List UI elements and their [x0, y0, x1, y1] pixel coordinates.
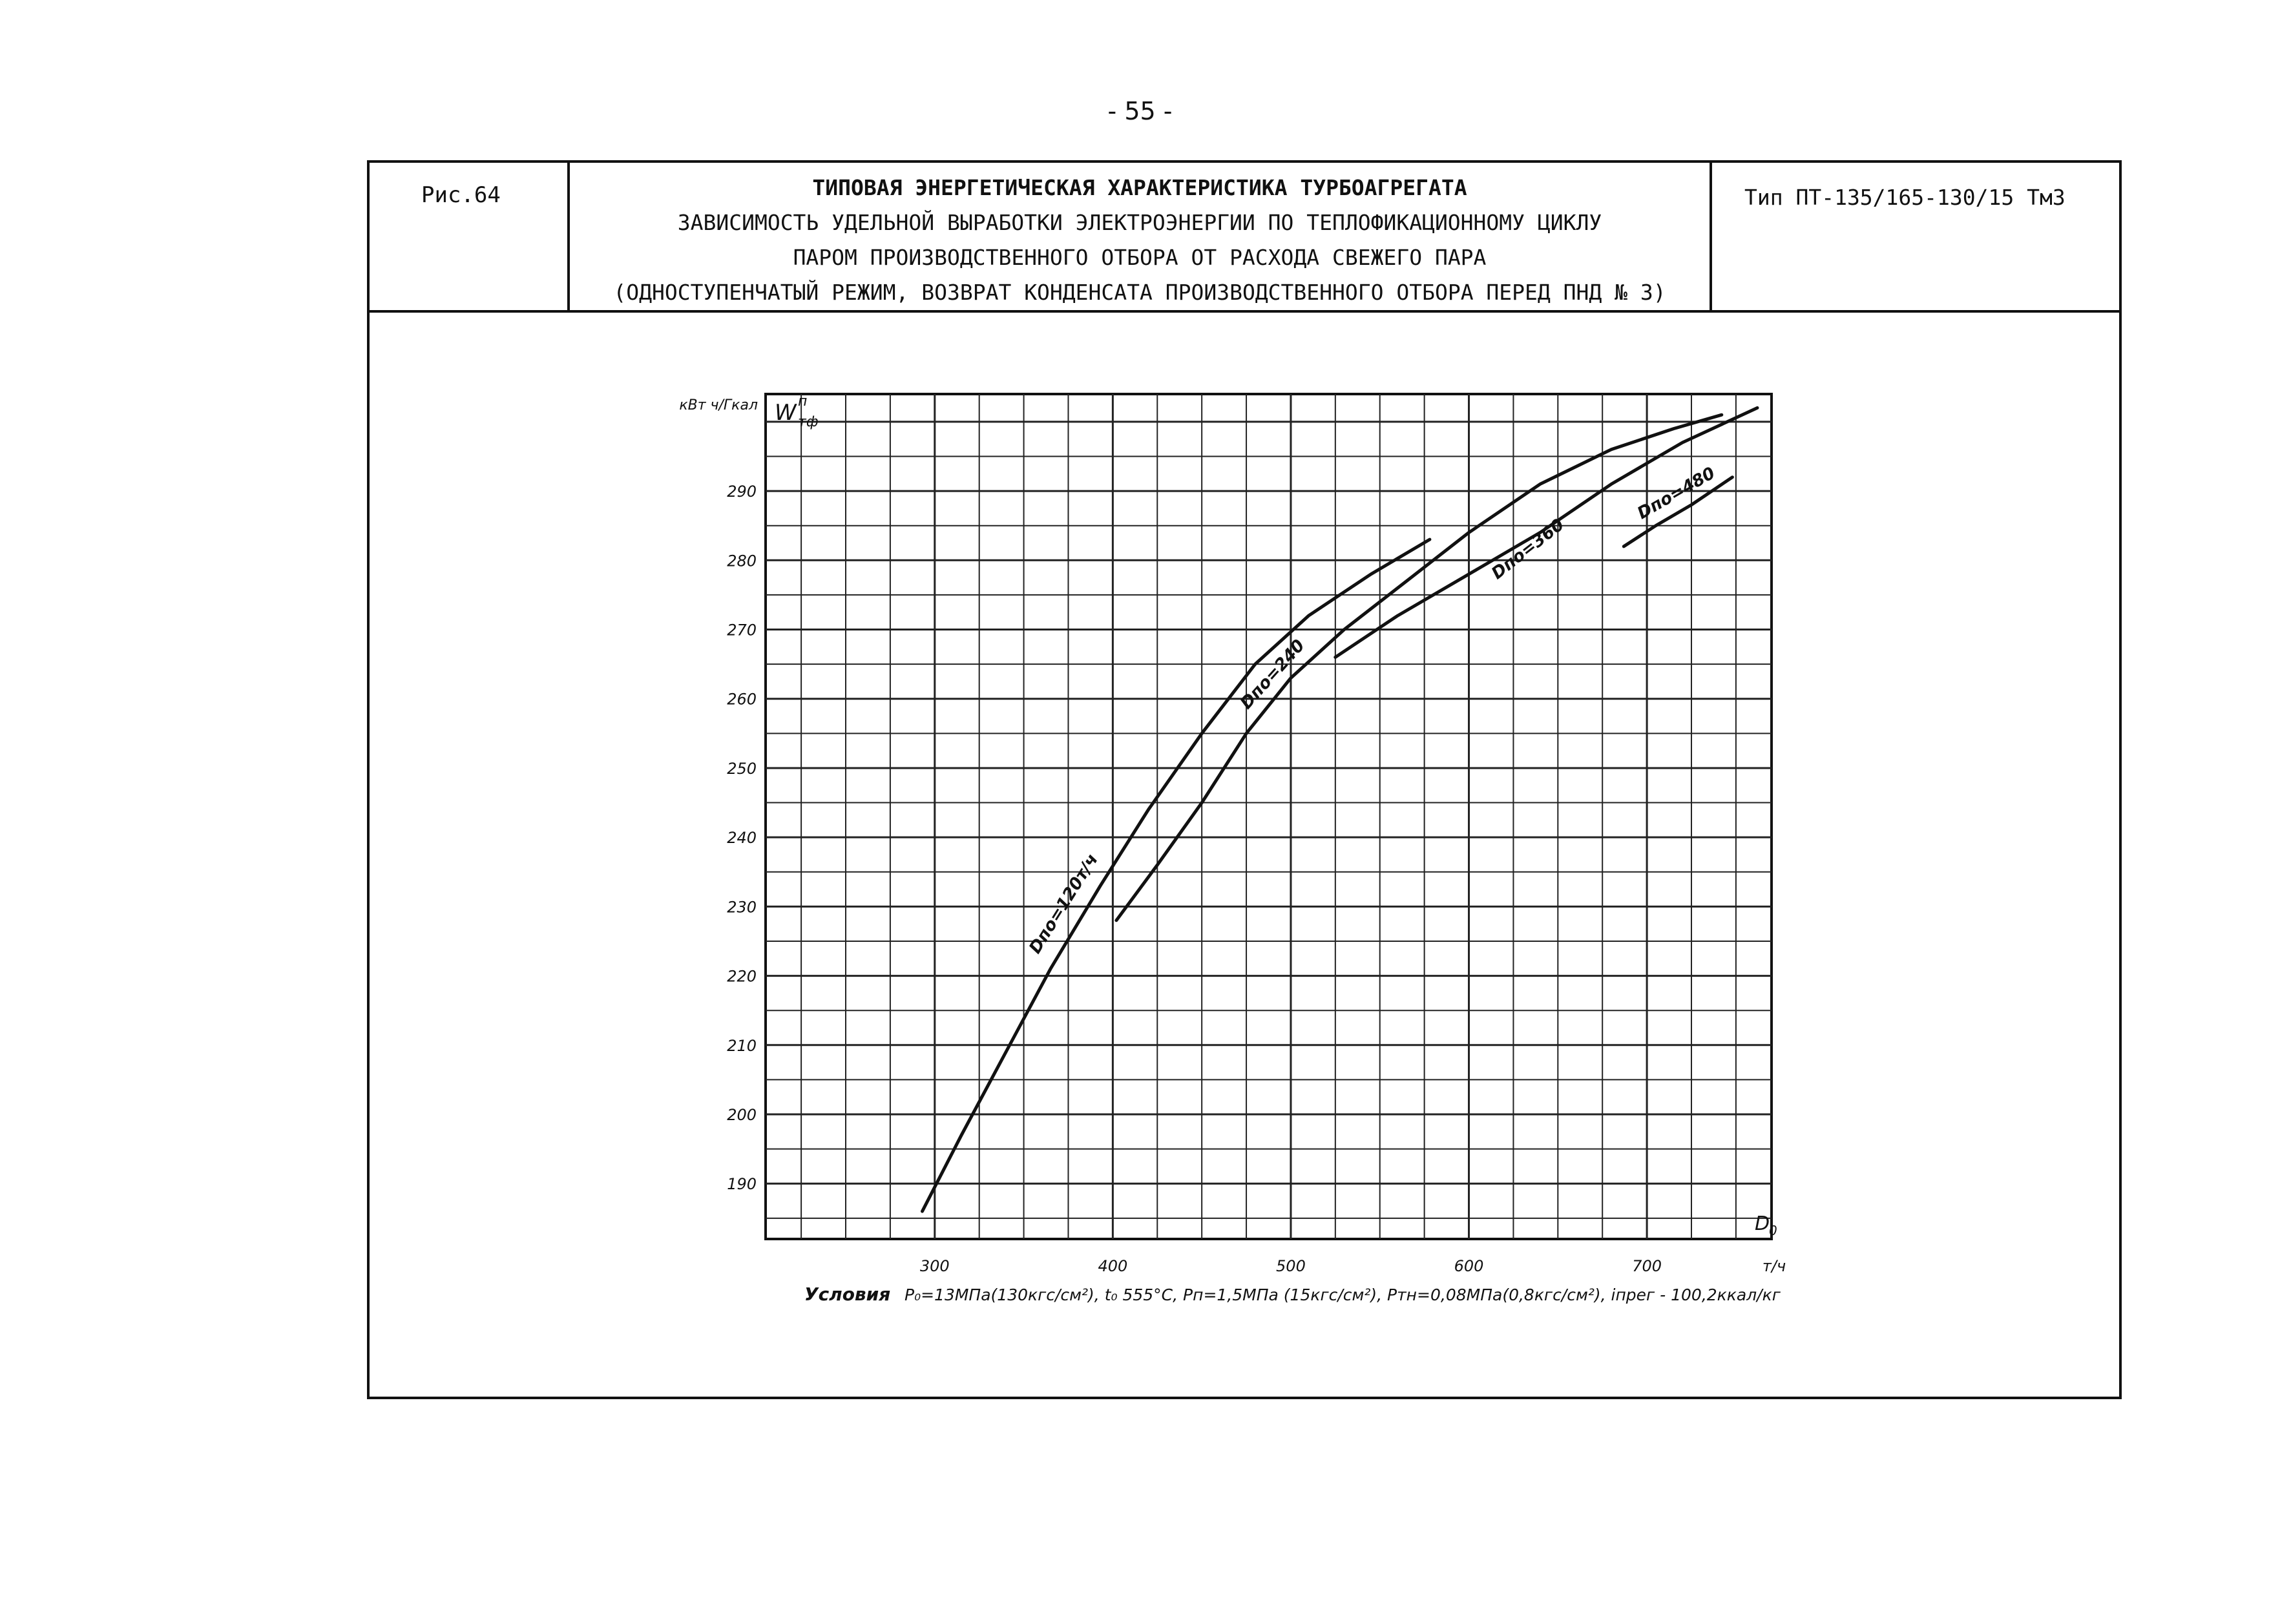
figure-label-cell: Рис.64: [370, 163, 570, 310]
x-tick-label: 600: [1454, 1257, 1484, 1275]
turbine-type-label: Тип ПТ-135/165-130/15 ТмЗ: [1744, 185, 2066, 210]
series-line-2: [1114, 413, 1724, 922]
series-line-4: [1622, 475, 1734, 548]
y-axis-symbol: W: [775, 400, 797, 426]
y-axis-subscript: тф: [798, 414, 819, 430]
y-tick-label: 250: [727, 760, 757, 778]
y-tick-label: 240: [727, 829, 757, 847]
y-axis-superscript: п: [798, 393, 807, 410]
y-tick-label: 270: [727, 621, 757, 640]
y-tick-label: 220: [727, 968, 757, 986]
title-line-1: ТИПОВАЯ ЭНЕРГЕТИЧЕСКАЯ ХАРАКТЕРИСТИКА ТУ…: [812, 175, 1467, 200]
x-axis-unit: т/ч: [1762, 1257, 1786, 1275]
y-tick-label: 260: [727, 691, 757, 709]
title-block: Рис.64 ТИПОВАЯ ЭНЕРГЕТИЧЕСКАЯ ХАРАКТЕРИС…: [370, 163, 2119, 313]
x-axis-subscript: 0: [1769, 1223, 1777, 1238]
title-line-2: ЗАВИСИМОСТЬ УДЕЛЬНОЙ ВЫРАБОТКИ ЭЛЕКТРОЭН…: [677, 210, 1602, 235]
title-cell: ТИПОВАЯ ЭНЕРГЕТИЧЕСКАЯ ХАРАКТЕРИСТИКА ТУ…: [570, 163, 1712, 310]
x-tick-label: 700: [1632, 1257, 1662, 1275]
conditions-label: Условия: [804, 1284, 890, 1305]
series-line-3: [1333, 406, 1759, 659]
x-tick-label: 400: [1098, 1257, 1127, 1275]
y-tick-label: 210: [727, 1037, 757, 1055]
y-tick-label: 200: [727, 1106, 757, 1124]
page-number: - 55 -: [1107, 97, 1173, 125]
conditions-text: P₀=13МПа(130кгс/см²), t₀ 555°С, Pп=1,5МП…: [905, 1286, 1781, 1304]
y-tick-label: 280: [727, 552, 757, 570]
y-tick-label: 290: [727, 483, 757, 501]
series-line-1: [921, 537, 1432, 1213]
y-tick-label: 190: [727, 1175, 757, 1193]
plot-border: [764, 393, 1773, 1240]
title-line-3: ПАРОМ ПРОИЗВОДСТВЕННОГО ОТБОРА ОТ РАСХОД…: [793, 245, 1487, 270]
figure-label: Рис.64: [421, 182, 501, 208]
x-tick-label: 300: [920, 1257, 950, 1275]
x-tick-label: 500: [1276, 1257, 1306, 1275]
drawing-frame: Рис.64 ТИПОВАЯ ЭНЕРГЕТИЧЕСКАЯ ХАРАКТЕРИС…: [367, 160, 2122, 1399]
type-cell: Тип ПТ-135/165-130/15 ТмЗ: [1712, 163, 2119, 310]
y-tick-label: 230: [727, 898, 757, 916]
y-axis-unit: кВт ч/Гкал: [679, 397, 758, 413]
title-line-4: (ОДНОСТУПЕНЧАТЫЙ РЕЖИМ, ВОЗВРАТ КОНДЕНСА…: [613, 280, 1666, 305]
x-axis-symbol: D: [1755, 1213, 1770, 1235]
